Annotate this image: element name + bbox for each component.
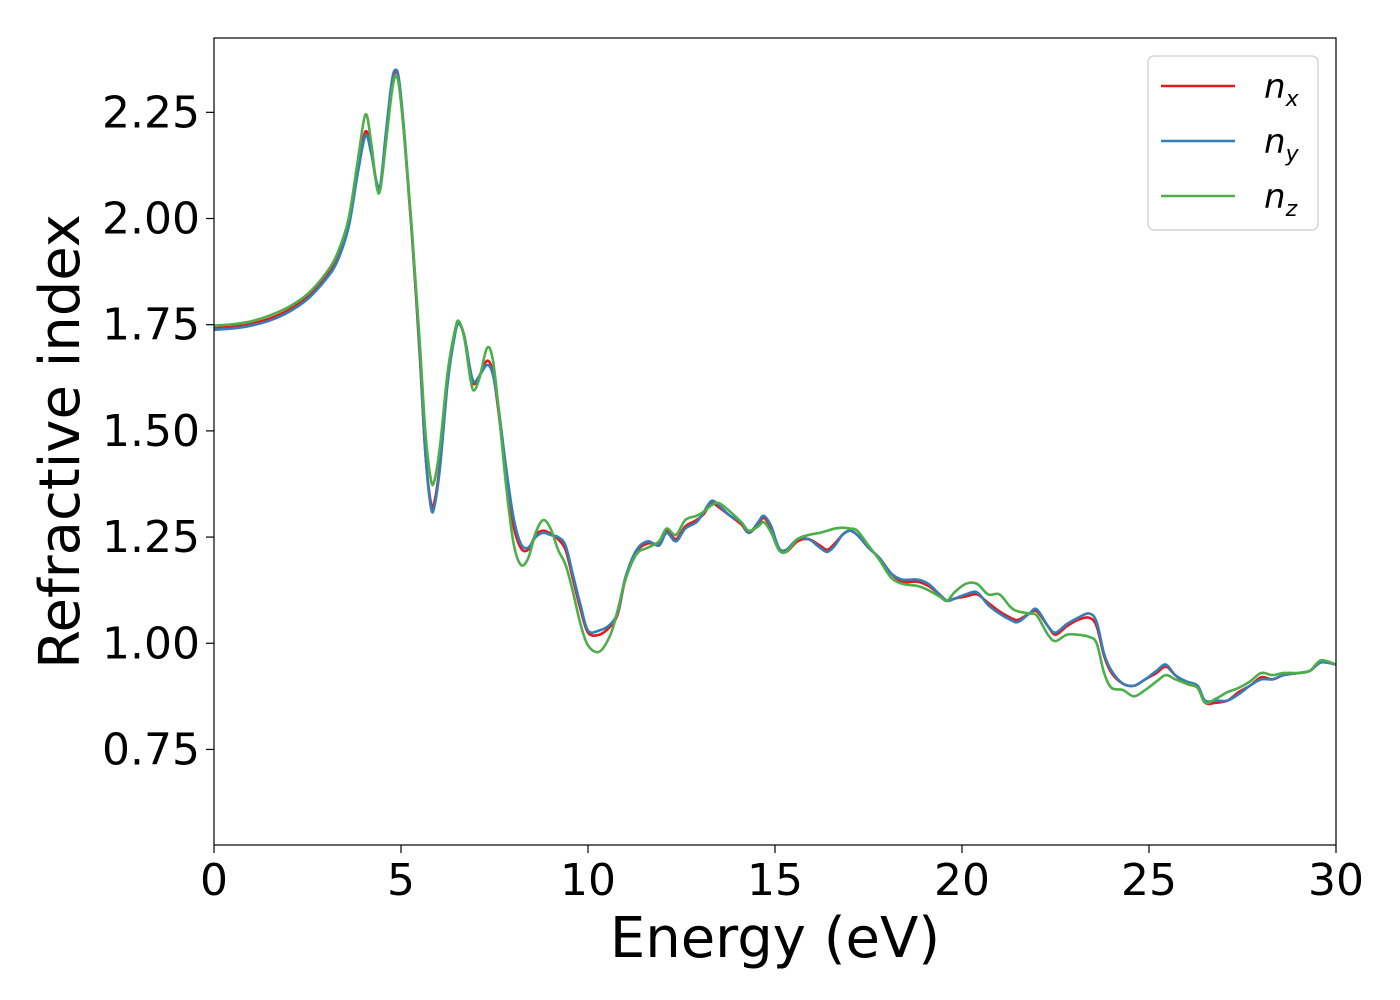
legend: nx ny nz [1147,55,1319,231]
y-axis: 0.75 1.00 1.25 1.50 1.75 2.00 2.25 [102,87,214,775]
legend-box [1147,55,1319,231]
y-tick-label: 2.00 [102,194,200,245]
x-tick-label: 30 [1308,855,1364,906]
x-tick-label: 5 [387,855,415,906]
series-line-z [214,74,1336,705]
y-tick-label: 0.75 [102,724,200,775]
y-tick-label: 2.25 [102,87,200,138]
x-tick-label: 20 [934,855,990,906]
legend-label-y: ny [1264,122,1300,167]
y-axis-title: Refractive index [28,214,93,669]
x-tick-label: 0 [200,855,228,906]
y-tick-label: 1.50 [102,406,200,457]
x-axis-title: Energy (eV) [610,906,940,971]
y-tick-label: 1.75 [102,300,200,351]
x-tick-label: 10 [560,855,616,906]
x-tick-label: 25 [1121,855,1177,906]
y-tick-label: 1.00 [102,618,200,669]
series-layer [214,68,1336,706]
legend-label-z: nz [1264,177,1298,222]
x-tick-label: 15 [747,855,803,906]
y-tick-label: 1.25 [102,512,200,563]
x-axis: 0 5 10 15 20 25 30 [200,845,1364,906]
legend-label-x: nx [1264,67,1300,112]
